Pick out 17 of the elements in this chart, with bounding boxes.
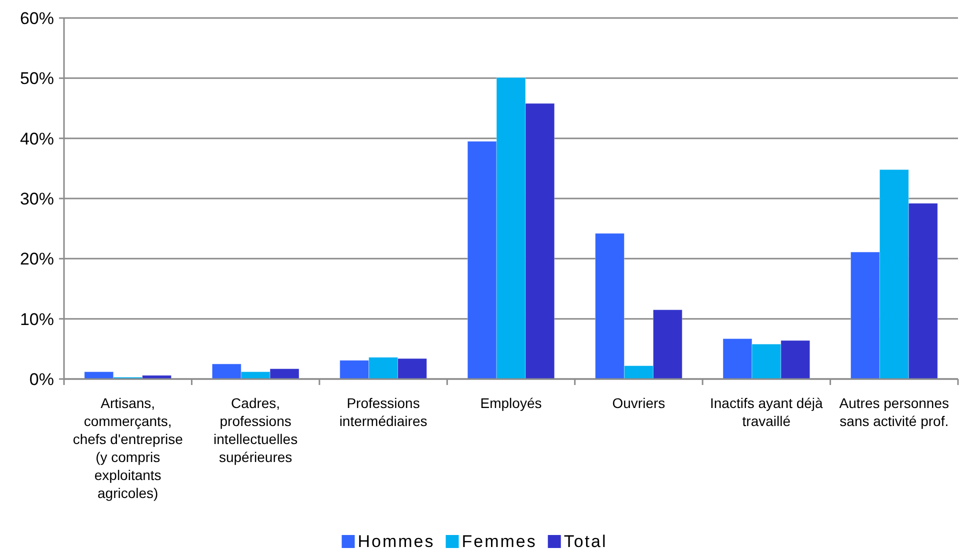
y-tick-label: 60% <box>20 8 54 28</box>
y-tick-label: 40% <box>20 129 54 148</box>
y-tick-label: 10% <box>20 310 54 329</box>
x-tick-label: Artisans, commerçants, chefs d'entreprise (y compris exploitants agricoles) <box>72 395 184 501</box>
x-tick-label: Ouvriers <box>612 395 666 411</box>
legend-label: Femmes <box>462 532 537 551</box>
y-tick-label: 50% <box>20 69 54 88</box>
y-tick-label: 30% <box>20 189 54 208</box>
x-tick-label: Cadres, professions intellectuelles supérieures <box>214 395 298 465</box>
x-tick-label: Autres personnes sans activité prof. <box>839 395 950 429</box>
x-tick-label: Professions intermédiaires <box>339 395 428 429</box>
y-tick-label: 20% <box>20 250 54 269</box>
x-tick-label: Inactifs ayant déjà travaillé <box>710 395 824 429</box>
x-tick-label: Employés <box>480 395 542 411</box>
legend-label: Total <box>564 532 608 551</box>
legend-label: Hommes <box>358 532 435 551</box>
y-tick-label: 0% <box>29 370 54 389</box>
